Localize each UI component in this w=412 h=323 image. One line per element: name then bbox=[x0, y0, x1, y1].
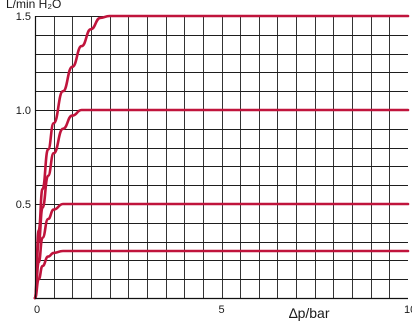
y-tick-label: 0.5 bbox=[16, 199, 31, 211]
axes bbox=[34, 16, 408, 300]
series-line-3 bbox=[33, 202, 410, 300]
tick-labels: 0.5 1.0 1.5 0 5 10 bbox=[16, 11, 412, 316]
x-tick-label: 0 bbox=[34, 304, 40, 316]
x-tick-label: 10 bbox=[404, 304, 412, 316]
series-line-2 bbox=[33, 108, 410, 300]
x-axis-label: ∆p/bar bbox=[289, 305, 330, 321]
x-tick-label: 5 bbox=[218, 304, 224, 316]
y-tick-label: 1.0 bbox=[16, 105, 31, 117]
series-lines bbox=[33, 14, 410, 300]
grid bbox=[35, 16, 408, 298]
y-tick-label: 1.5 bbox=[16, 11, 31, 23]
series-line-4 bbox=[33, 249, 410, 300]
y-axis-label: L/min H₂O bbox=[6, 0, 61, 11]
series-line-1 bbox=[33, 14, 410, 300]
